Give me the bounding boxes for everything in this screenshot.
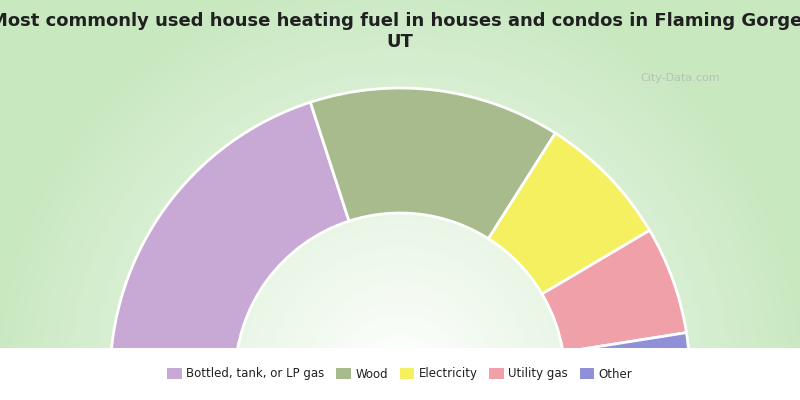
Circle shape [149, 127, 651, 400]
Circle shape [370, 347, 430, 400]
Circle shape [395, 373, 405, 383]
Circle shape [200, 178, 600, 400]
Circle shape [308, 286, 492, 400]
Circle shape [62, 40, 738, 400]
Circle shape [277, 255, 523, 400]
Circle shape [328, 306, 472, 400]
Circle shape [318, 296, 482, 400]
Circle shape [185, 163, 615, 400]
Circle shape [287, 265, 513, 400]
Circle shape [334, 311, 466, 400]
Circle shape [272, 250, 528, 400]
Wedge shape [489, 133, 650, 294]
Circle shape [26, 4, 774, 400]
Circle shape [6, 0, 794, 400]
Circle shape [149, 127, 651, 400]
Circle shape [292, 270, 508, 400]
Wedge shape [310, 88, 555, 239]
Circle shape [10, 0, 790, 400]
Circle shape [302, 281, 498, 400]
Circle shape [144, 122, 656, 400]
Text: City-Data.com: City-Data.com [640, 73, 720, 83]
Circle shape [93, 70, 707, 400]
Circle shape [364, 342, 436, 400]
Circle shape [257, 234, 543, 400]
Circle shape [195, 173, 605, 400]
Circle shape [180, 158, 620, 400]
Circle shape [349, 327, 451, 400]
Circle shape [113, 91, 687, 400]
Circle shape [334, 311, 466, 400]
Circle shape [298, 276, 502, 400]
Circle shape [128, 106, 672, 400]
Circle shape [323, 301, 477, 400]
Circle shape [231, 209, 569, 400]
Text: Most commonly used house heating fuel in houses and condos in Flaming Gorge,
UT: Most commonly used house heating fuel in… [0, 12, 800, 51]
Circle shape [379, 358, 421, 398]
Circle shape [57, 35, 743, 400]
Circle shape [46, 24, 754, 400]
Circle shape [185, 163, 615, 400]
Circle shape [190, 168, 610, 400]
Circle shape [93, 70, 707, 400]
Circle shape [180, 158, 620, 400]
Circle shape [210, 188, 590, 400]
Circle shape [349, 327, 451, 400]
Circle shape [16, 0, 784, 400]
Circle shape [16, 0, 784, 400]
Wedge shape [563, 333, 690, 378]
Circle shape [328, 306, 472, 400]
Circle shape [87, 65, 713, 400]
Circle shape [226, 204, 574, 400]
Circle shape [221, 199, 579, 400]
Circle shape [344, 322, 456, 400]
Circle shape [206, 183, 594, 400]
Circle shape [354, 332, 446, 400]
Circle shape [159, 137, 641, 400]
Circle shape [118, 96, 682, 400]
Circle shape [344, 322, 456, 400]
Circle shape [287, 265, 513, 400]
Wedge shape [110, 102, 349, 378]
Circle shape [210, 188, 590, 400]
Circle shape [42, 19, 758, 400]
Circle shape [246, 224, 554, 400]
Circle shape [98, 76, 702, 400]
Circle shape [236, 214, 564, 400]
Circle shape [308, 286, 492, 400]
Circle shape [364, 342, 436, 400]
Circle shape [123, 101, 677, 400]
Circle shape [298, 276, 502, 400]
Circle shape [159, 137, 641, 400]
Circle shape [385, 363, 415, 393]
Circle shape [21, 0, 779, 400]
Circle shape [318, 296, 482, 400]
Circle shape [359, 337, 441, 400]
Circle shape [51, 30, 749, 400]
Circle shape [10, 0, 790, 400]
Circle shape [359, 337, 441, 400]
Circle shape [390, 368, 410, 388]
Circle shape [246, 224, 554, 400]
Circle shape [154, 132, 646, 400]
Circle shape [26, 4, 774, 400]
Circle shape [174, 152, 626, 400]
Circle shape [251, 229, 549, 400]
Circle shape [98, 76, 702, 400]
Circle shape [21, 0, 779, 400]
Wedge shape [542, 230, 686, 352]
Circle shape [138, 117, 662, 400]
Circle shape [200, 178, 600, 400]
Circle shape [6, 0, 794, 400]
Circle shape [257, 234, 543, 400]
Circle shape [164, 142, 636, 400]
Circle shape [379, 358, 421, 398]
Circle shape [262, 240, 538, 400]
Circle shape [164, 142, 636, 400]
Circle shape [57, 35, 743, 400]
Circle shape [221, 199, 579, 400]
Circle shape [108, 86, 692, 400]
